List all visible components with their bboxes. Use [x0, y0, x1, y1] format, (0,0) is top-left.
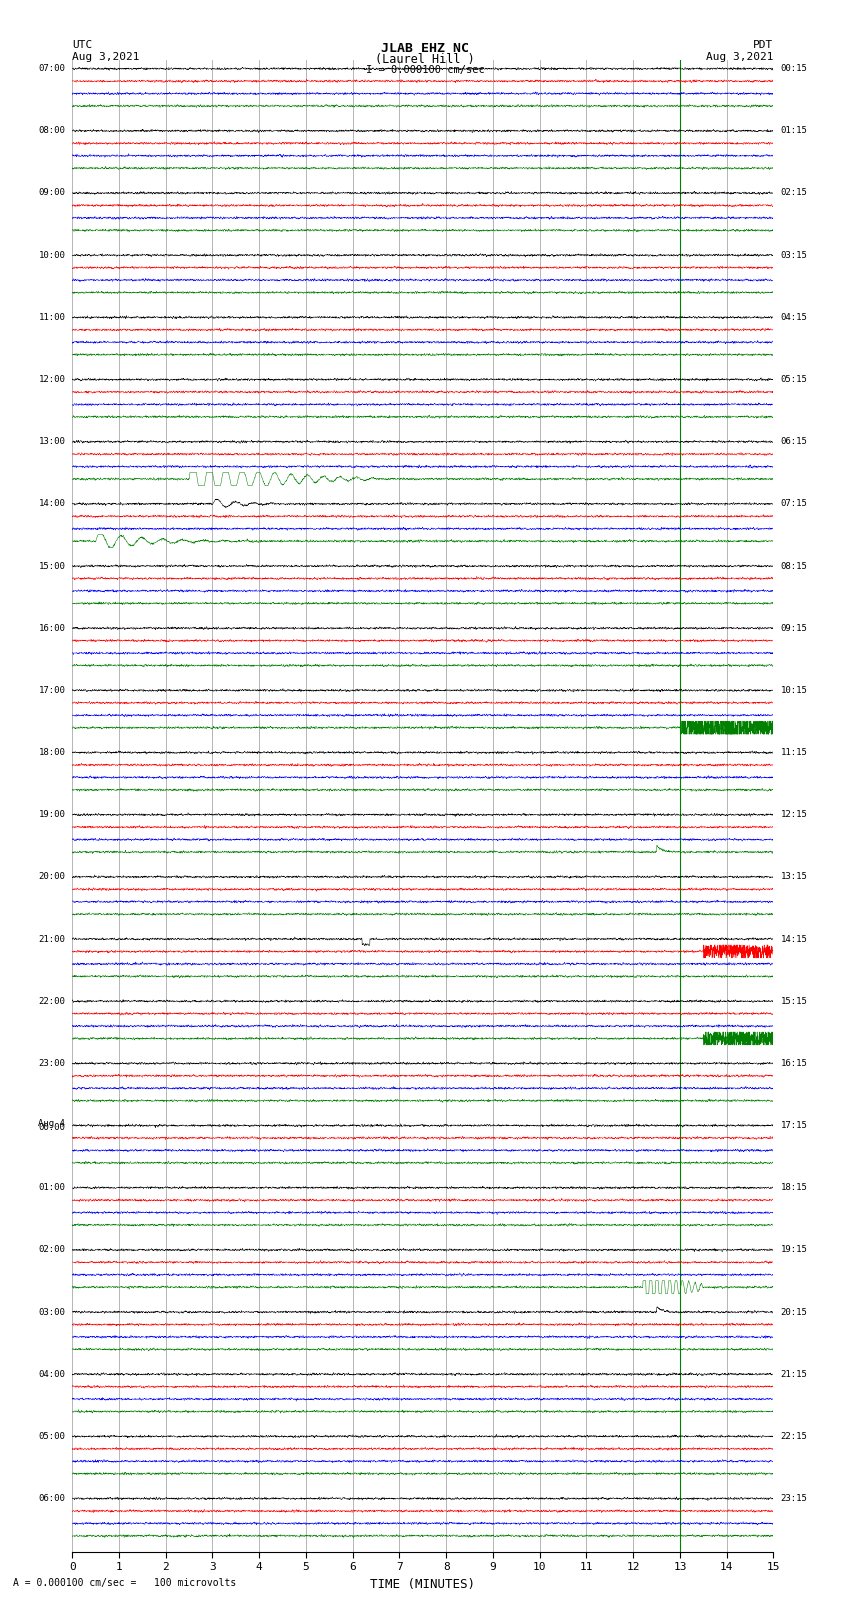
- Text: 19:00: 19:00: [38, 810, 65, 819]
- Text: 21:00: 21:00: [38, 934, 65, 944]
- Text: 23:15: 23:15: [780, 1494, 808, 1503]
- Text: 08:15: 08:15: [780, 561, 808, 571]
- Text: 17:00: 17:00: [38, 686, 65, 695]
- Text: 17:15: 17:15: [780, 1121, 808, 1131]
- Text: 14:00: 14:00: [38, 500, 65, 508]
- Text: 16:00: 16:00: [38, 624, 65, 632]
- Text: 10:00: 10:00: [38, 250, 65, 260]
- Text: 15:15: 15:15: [780, 997, 808, 1005]
- Text: 01:00: 01:00: [38, 1184, 65, 1192]
- Text: 06:00: 06:00: [38, 1494, 65, 1503]
- Text: 13:00: 13:00: [38, 437, 65, 447]
- Text: UTC: UTC: [72, 40, 93, 50]
- Text: 20:00: 20:00: [38, 873, 65, 881]
- Text: 07:15: 07:15: [780, 500, 808, 508]
- Text: 02:15: 02:15: [780, 189, 808, 197]
- Text: 22:00: 22:00: [38, 997, 65, 1005]
- Text: Aug 3,2021: Aug 3,2021: [706, 52, 774, 61]
- Text: 22:15: 22:15: [780, 1432, 808, 1440]
- Text: 07:00: 07:00: [38, 65, 65, 73]
- Text: 11:15: 11:15: [780, 748, 808, 756]
- Text: 08:00: 08:00: [38, 126, 65, 135]
- Text: 00:15: 00:15: [780, 65, 808, 73]
- Text: 03:15: 03:15: [780, 250, 808, 260]
- Text: 15:00: 15:00: [38, 561, 65, 571]
- Text: 02:00: 02:00: [38, 1245, 65, 1255]
- Text: 00:00: 00:00: [38, 1123, 65, 1132]
- Text: 04:15: 04:15: [780, 313, 808, 323]
- X-axis label: TIME (MINUTES): TIME (MINUTES): [371, 1578, 475, 1590]
- Text: 06:15: 06:15: [780, 437, 808, 447]
- Text: 18:15: 18:15: [780, 1184, 808, 1192]
- Text: Aug 4: Aug 4: [38, 1119, 65, 1127]
- Text: 09:00: 09:00: [38, 189, 65, 197]
- Text: PDT: PDT: [753, 40, 774, 50]
- Text: Aug 3,2021: Aug 3,2021: [72, 52, 139, 61]
- Text: 16:15: 16:15: [780, 1058, 808, 1068]
- Text: JLAB EHZ NC: JLAB EHZ NC: [381, 42, 469, 55]
- Text: 04:00: 04:00: [38, 1369, 65, 1379]
- Text: 18:00: 18:00: [38, 748, 65, 756]
- Text: 05:00: 05:00: [38, 1432, 65, 1440]
- Text: 13:15: 13:15: [780, 873, 808, 881]
- Text: 11:00: 11:00: [38, 313, 65, 323]
- Text: (Laurel Hill ): (Laurel Hill ): [375, 53, 475, 66]
- Text: 19:15: 19:15: [780, 1245, 808, 1255]
- Text: 01:15: 01:15: [780, 126, 808, 135]
- Text: 14:15: 14:15: [780, 934, 808, 944]
- Text: 12:15: 12:15: [780, 810, 808, 819]
- Text: 12:00: 12:00: [38, 374, 65, 384]
- Text: 21:15: 21:15: [780, 1369, 808, 1379]
- Text: 05:15: 05:15: [780, 374, 808, 384]
- Text: 10:15: 10:15: [780, 686, 808, 695]
- Text: I = 0.000100 cm/sec: I = 0.000100 cm/sec: [366, 65, 484, 74]
- Text: 23:00: 23:00: [38, 1058, 65, 1068]
- Text: 03:00: 03:00: [38, 1308, 65, 1316]
- Text: A = 0.000100 cm/sec =   100 microvolts: A = 0.000100 cm/sec = 100 microvolts: [13, 1578, 236, 1587]
- Text: 20:15: 20:15: [780, 1308, 808, 1316]
- Text: 09:15: 09:15: [780, 624, 808, 632]
